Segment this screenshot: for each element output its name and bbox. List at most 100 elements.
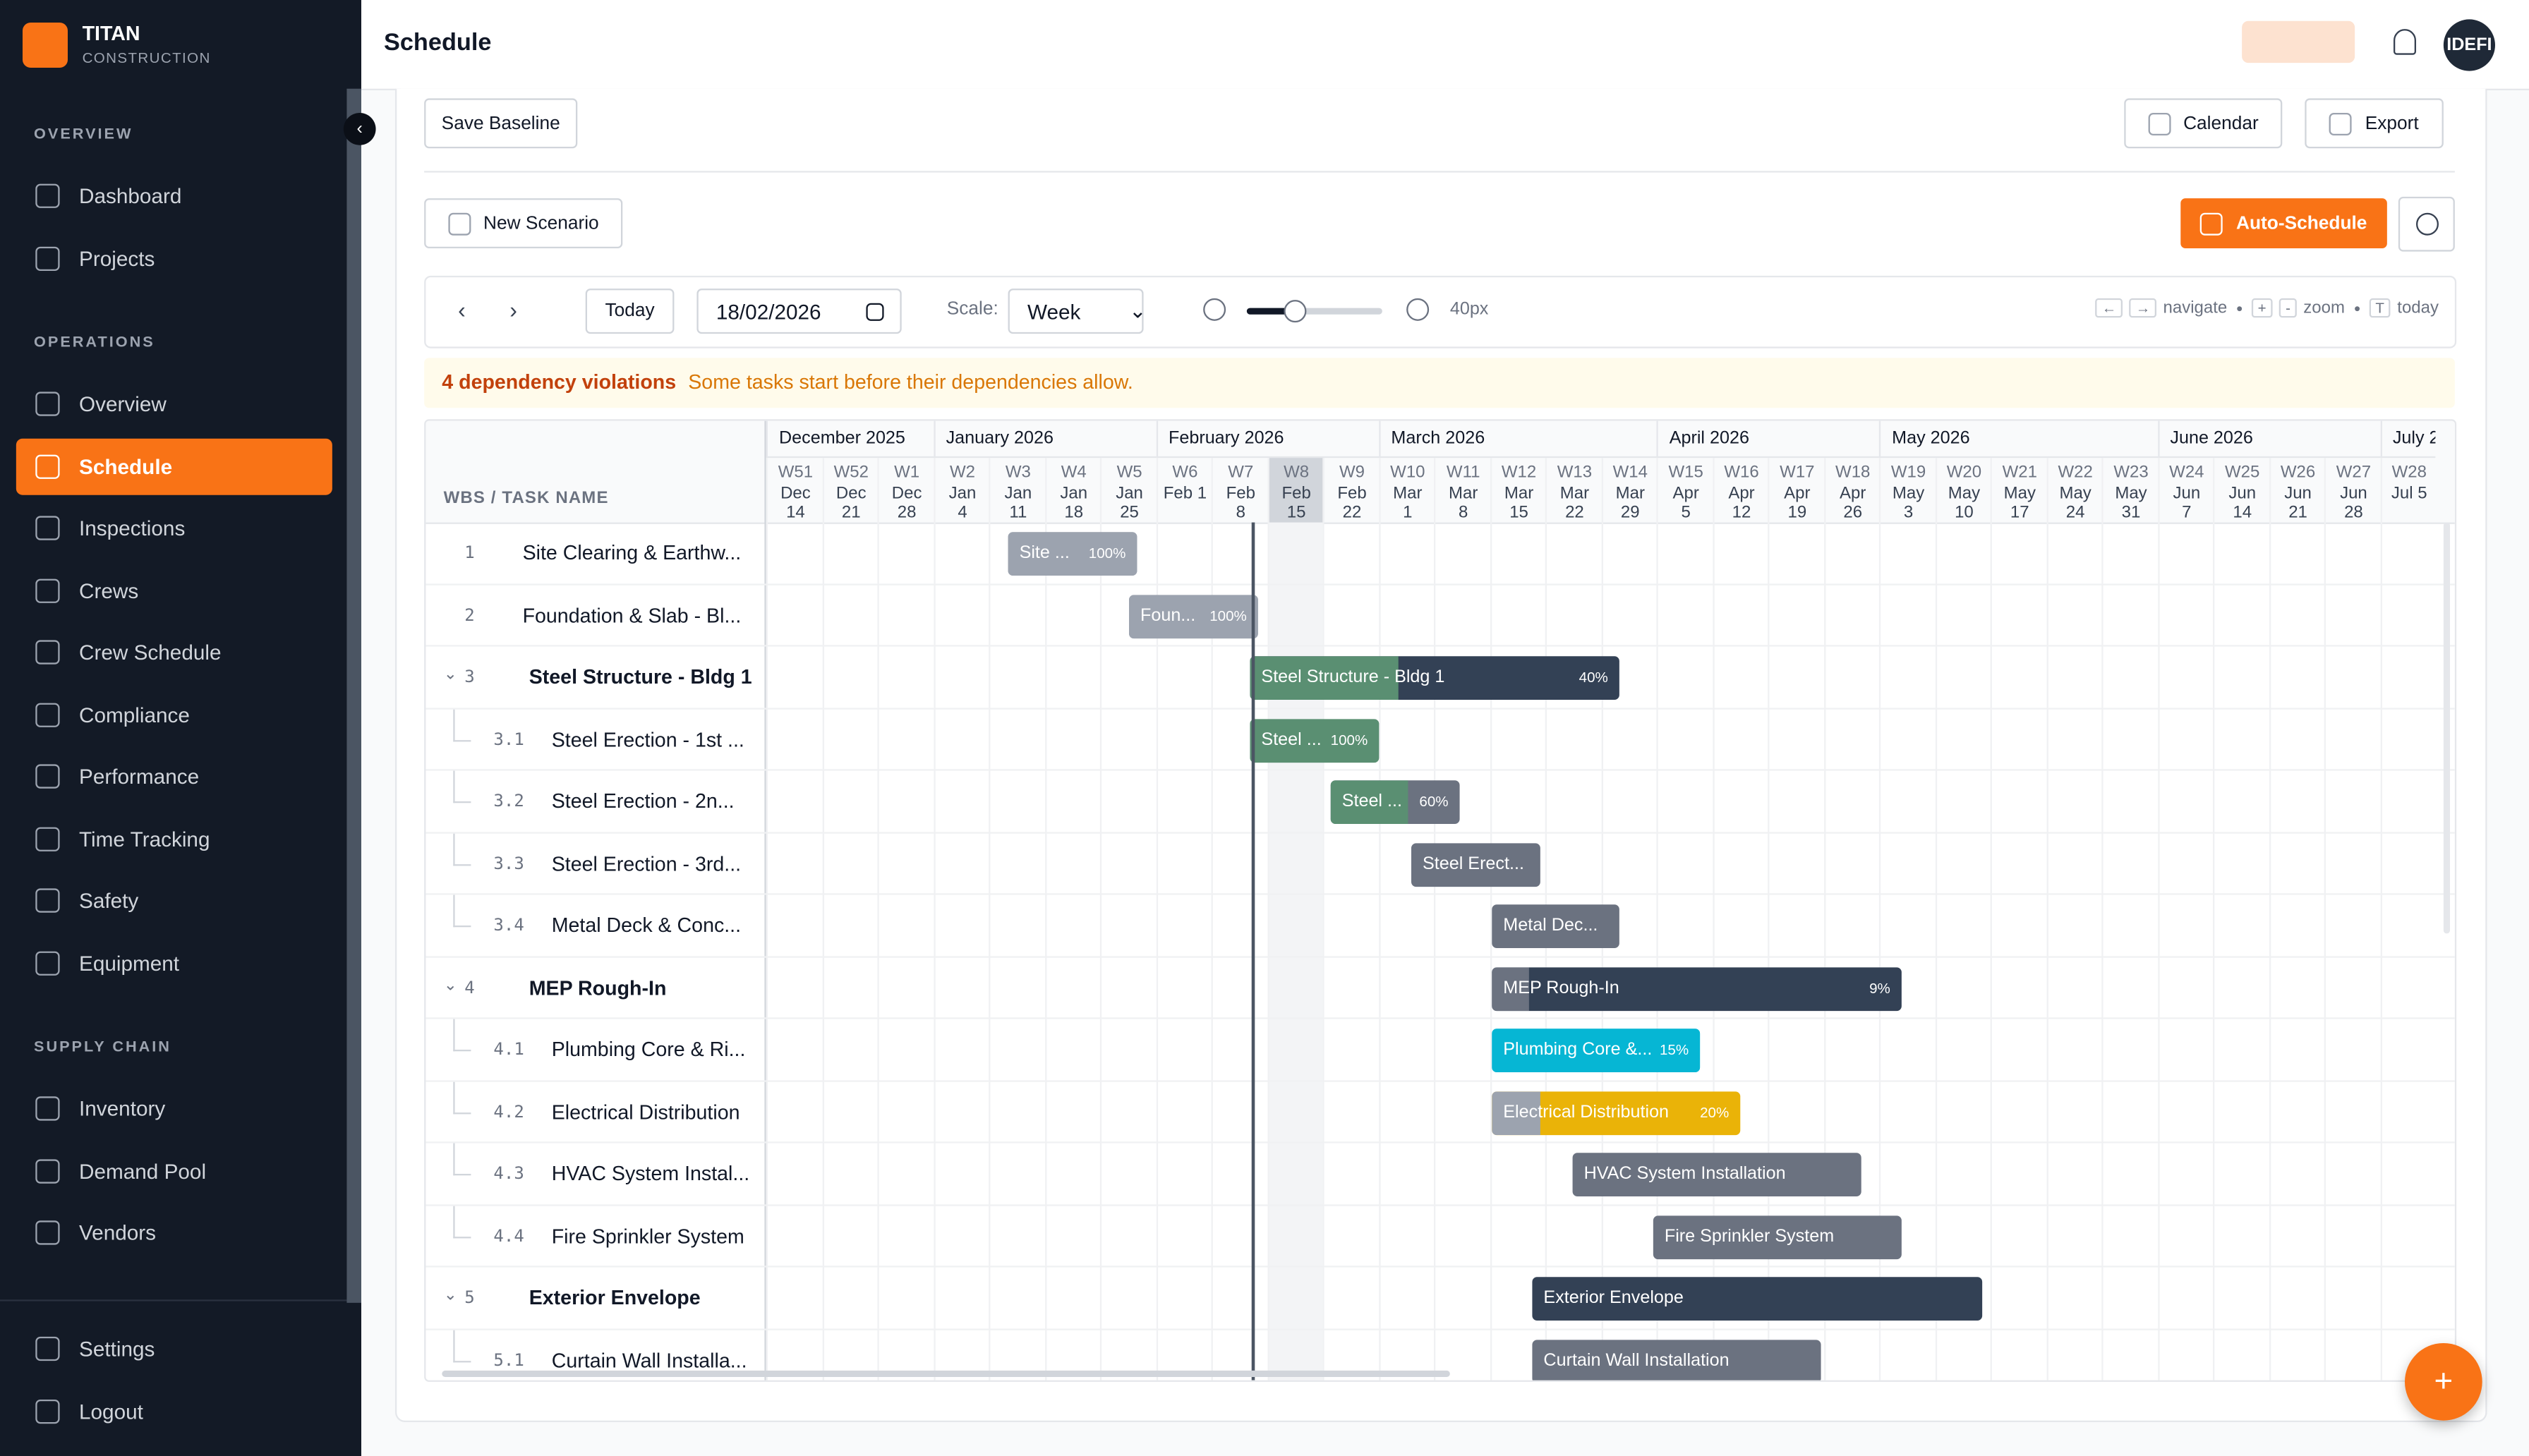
nav-item[interactable]: Performance xyxy=(16,748,332,805)
expand-toggle[interactable]: ⌄ xyxy=(443,976,457,995)
nav-item[interactable]: Projects xyxy=(16,230,332,286)
next-button[interactable]: › xyxy=(509,296,517,323)
week-column: W11 Mar 8 xyxy=(1433,458,1490,1381)
task-bar[interactable]: Exterior Envelope xyxy=(1532,1277,1983,1321)
week-date: 8 xyxy=(1459,503,1468,523)
wbs: 4.1 xyxy=(493,1040,524,1060)
bar-label: Steel ... xyxy=(1341,791,1402,811)
key: T xyxy=(2369,298,2391,318)
nav-item[interactable]: Time Tracking xyxy=(16,811,332,867)
week-column: W21 May 17 xyxy=(1990,458,2046,1381)
column-title: WBS / TASK NAME xyxy=(443,488,609,508)
task-bar[interactable]: Curtain Wall Installation xyxy=(1532,1339,1821,1381)
section-title: OPERATIONS xyxy=(33,334,155,352)
nav-item[interactable]: Safety xyxy=(16,873,332,929)
week-date: 15 xyxy=(1286,503,1306,523)
task-bar[interactable]: Site ... 100% xyxy=(1008,532,1137,576)
row xyxy=(425,1143,2455,1206)
task-bar[interactable]: MEP Rough-In 9% xyxy=(1492,966,1902,1010)
week-number: W21 xyxy=(2002,462,2037,483)
settings-button[interactable] xyxy=(2398,196,2455,252)
week-date: Jun xyxy=(2284,483,2312,504)
week-column: W23 May 31 xyxy=(2101,458,2157,1381)
today-button[interactable]: Today xyxy=(585,289,675,334)
avatar[interactable]: IDEFI xyxy=(2443,19,2495,71)
bar-label: Steel ... xyxy=(1261,729,1322,749)
task-name: Steel Erection - 3rd... xyxy=(551,851,742,875)
month-label: June 2026 xyxy=(2157,420,2380,459)
tree-line xyxy=(453,708,471,741)
task-bar[interactable]: Steel ... 60% xyxy=(1330,780,1460,824)
expand-toggle[interactable]: ⌄ xyxy=(443,665,457,684)
calendar-button[interactable]: Calendar xyxy=(2124,98,2283,149)
section-title: SUPPLY CHAIN xyxy=(33,1038,171,1057)
week-date: 22 xyxy=(1342,503,1362,523)
bar-percent: 15% xyxy=(1659,1041,1689,1058)
logo xyxy=(22,22,68,68)
zoom-in[interactable] xyxy=(1406,298,1430,321)
task-bar[interactable]: Foun... 100% xyxy=(1128,594,1258,638)
zoom-thumb[interactable] xyxy=(1284,300,1307,323)
nav-icon xyxy=(35,702,60,727)
nav-item[interactable]: Inventory xyxy=(16,1080,332,1136)
nav-item[interactable]: Schedule xyxy=(16,437,332,495)
nav-icon xyxy=(35,640,60,665)
expand-toggle[interactable]: ⌄ xyxy=(443,1286,457,1305)
task-bar[interactable]: Metal Dec... xyxy=(1492,904,1619,948)
week-date: May xyxy=(2003,483,2036,504)
tree-line xyxy=(453,832,471,866)
week-date: Dec xyxy=(780,483,811,504)
save-baseline[interactable]: Save Baseline xyxy=(424,98,578,149)
prev-button[interactable]: ‹ xyxy=(458,296,466,323)
auto-schedule[interactable]: Auto-Schedule xyxy=(2180,198,2387,248)
progress xyxy=(1128,594,1258,638)
nav-label: Vendors xyxy=(78,1220,157,1245)
task-name: Steel Structure - Bldg 1 xyxy=(529,665,752,688)
nav-item[interactable]: Crews xyxy=(16,562,332,619)
week-number: W4 xyxy=(1061,462,1087,483)
nav-item[interactable]: Vendors xyxy=(16,1204,332,1261)
nav-item[interactable]: Dashboard xyxy=(16,168,332,224)
icon xyxy=(2147,111,2171,135)
nav-item[interactable]: Overview xyxy=(16,376,332,432)
task-bar[interactable]: Fire Sprinkler System xyxy=(1653,1215,1902,1258)
export-button[interactable]: Export xyxy=(2305,98,2444,149)
week-date: Apr xyxy=(1728,483,1755,504)
row xyxy=(425,895,2455,957)
month-label: March 2026 xyxy=(1378,420,1657,459)
week-date: 3 xyxy=(1903,503,1914,523)
nav-item[interactable]: Equipment xyxy=(16,935,332,991)
nav-item[interactable]: Logout xyxy=(16,1383,332,1439)
task-bar[interactable]: Electrical Distribution 20% xyxy=(1492,1091,1741,1134)
week-date: 28 xyxy=(897,503,917,523)
zoom-out[interactable] xyxy=(1203,298,1226,321)
task-bar[interactable]: Steel Erect... xyxy=(1411,842,1540,886)
nav-item[interactable]: Compliance xyxy=(16,686,332,743)
date-input[interactable]: 18/02/2026 xyxy=(696,289,902,334)
week-column: W3 Jan 11 xyxy=(989,458,1044,1381)
task-bar[interactable]: Steel Structure - Bldg 1 40% xyxy=(1250,656,1619,700)
wbs: 1 xyxy=(464,543,475,563)
shortcut-label: navigate xyxy=(2163,298,2228,318)
task-bar[interactable]: Steel ... 100% xyxy=(1250,718,1380,762)
new-scenario[interactable]: New Scenario xyxy=(424,198,623,248)
tree-line xyxy=(453,770,471,803)
bar-percent: 100% xyxy=(1330,731,1368,748)
task-bar[interactable]: HVAC System Installation xyxy=(1572,1153,1861,1196)
nav-label: Dashboard xyxy=(78,183,182,208)
scale-select[interactable]: Week ⌄ xyxy=(1008,289,1147,334)
nav-item[interactable]: Settings xyxy=(16,1321,332,1377)
nav-item[interactable]: Inspections xyxy=(16,500,332,557)
week-date: 17 xyxy=(2010,503,2029,523)
collapse-button[interactable]: ‹ xyxy=(343,112,376,145)
notifications[interactable] xyxy=(2393,29,2416,55)
nav-item[interactable]: Demand Pool xyxy=(16,1142,332,1199)
today-line xyxy=(1251,522,1255,1381)
nav-item[interactable]: Crew Schedule xyxy=(16,624,332,681)
fab[interactable]: + xyxy=(2404,1342,2482,1421)
task-bar[interactable]: Plumbing Core &... 15% xyxy=(1492,1029,1701,1072)
alert-message: Some tasks start before their dependenci… xyxy=(688,370,1133,394)
nav-icon xyxy=(35,826,60,851)
week-date: 5 xyxy=(1681,503,1691,523)
wbs: 3.3 xyxy=(493,854,524,873)
